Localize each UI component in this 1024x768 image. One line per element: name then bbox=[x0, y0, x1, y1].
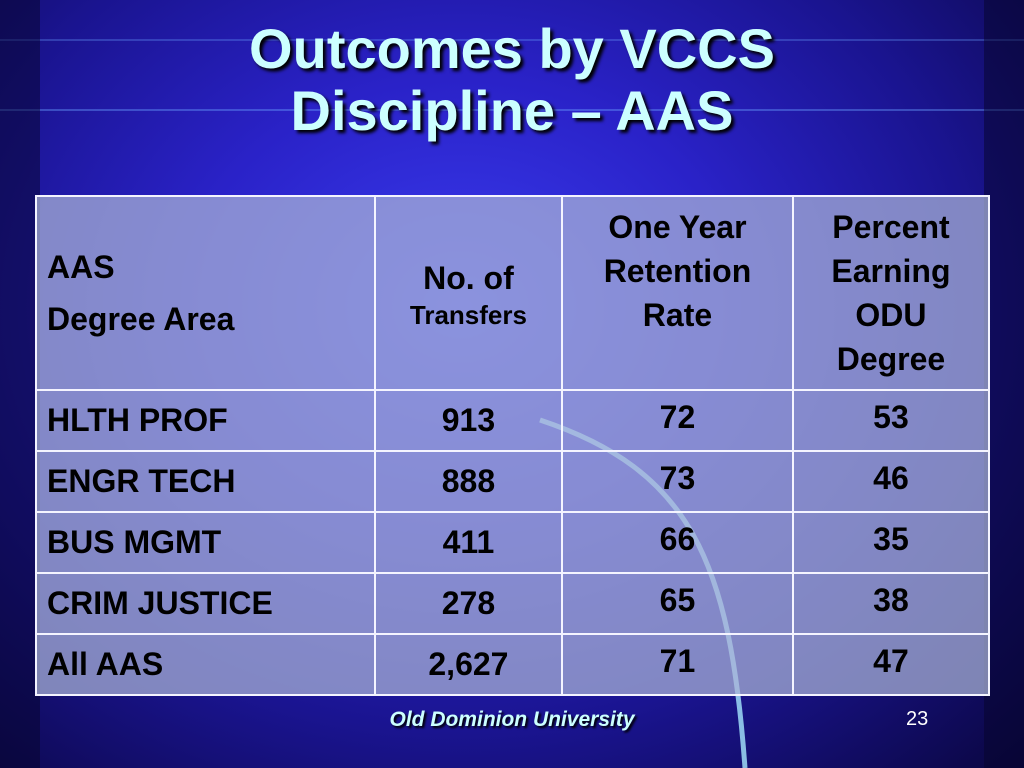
table-cell: 72 bbox=[561, 389, 794, 452]
header-cell: No. of Transfers bbox=[373, 195, 564, 391]
header-text: Transfers bbox=[409, 300, 527, 330]
header-text: Degree Area bbox=[47, 301, 235, 337]
table-row: All AAS 2,627 71 47 bbox=[35, 633, 991, 696]
footer-organization: Old Dominion University bbox=[389, 708, 635, 731]
table-cell: 53 bbox=[791, 389, 991, 452]
table-row: CRIM JUSTICE 278 65 38 bbox=[35, 572, 991, 635]
data-table: AAS Degree Area No. of Transfers One Year Ret… bbox=[35, 195, 991, 696]
header-text: ODU bbox=[855, 297, 927, 333]
table-cell: ENGR TECH bbox=[35, 450, 376, 513]
table-row: HLTH PROF 913 72 53 bbox=[35, 389, 991, 452]
table-cell: BUS MGMT bbox=[35, 511, 376, 574]
header-text: Retention bbox=[603, 253, 752, 289]
table-cell: 66 bbox=[561, 511, 794, 574]
header-text: Rate bbox=[642, 297, 713, 333]
table-cell: 73 bbox=[561, 450, 794, 513]
header-row: AAS Degree Area No. of Transfers One Year Ret… bbox=[35, 195, 991, 391]
table-cell: 46 bbox=[791, 450, 991, 513]
page-number: 23 bbox=[906, 708, 929, 730]
header-text: AAS bbox=[47, 249, 115, 285]
table-cell: 411 bbox=[373, 511, 564, 574]
table-row: BUS MGMT 411 66 35 bbox=[35, 511, 991, 574]
table-cell: All AAS bbox=[35, 633, 376, 696]
table-cell: 278 bbox=[373, 572, 564, 635]
title-line: Outcomes by VCCS bbox=[249, 17, 775, 80]
header-cell: One Year Retention Rate bbox=[561, 195, 794, 391]
table-cell: CRIM JUSTICE bbox=[35, 572, 376, 635]
header-text: Earning bbox=[831, 253, 951, 289]
header-text: No. of bbox=[423, 260, 514, 296]
slide-title: Outcomes by VCCS Discipline – AAS bbox=[0, 18, 1024, 142]
header-text: Degree bbox=[836, 341, 946, 377]
header-cell: AAS Degree Area bbox=[35, 195, 376, 391]
title-line: Discipline – AAS bbox=[290, 79, 734, 142]
table-cell: 888 bbox=[373, 450, 564, 513]
table-cell: 913 bbox=[373, 389, 564, 452]
table-cell: 35 bbox=[791, 511, 991, 574]
table-cell: 47 bbox=[791, 633, 991, 696]
header-text: One Year bbox=[608, 209, 747, 245]
table-cell: 38 bbox=[791, 572, 991, 635]
header-cell: Percent Earning ODU Degree bbox=[791, 195, 991, 391]
table-cell: HLTH PROF bbox=[35, 389, 376, 452]
table-cell: 71 bbox=[561, 633, 794, 696]
table-cell: 2,627 bbox=[373, 633, 564, 696]
table-row: ENGR TECH 888 73 46 bbox=[35, 450, 991, 513]
table-cell: 65 bbox=[561, 572, 794, 635]
header-text: Percent bbox=[832, 209, 950, 245]
